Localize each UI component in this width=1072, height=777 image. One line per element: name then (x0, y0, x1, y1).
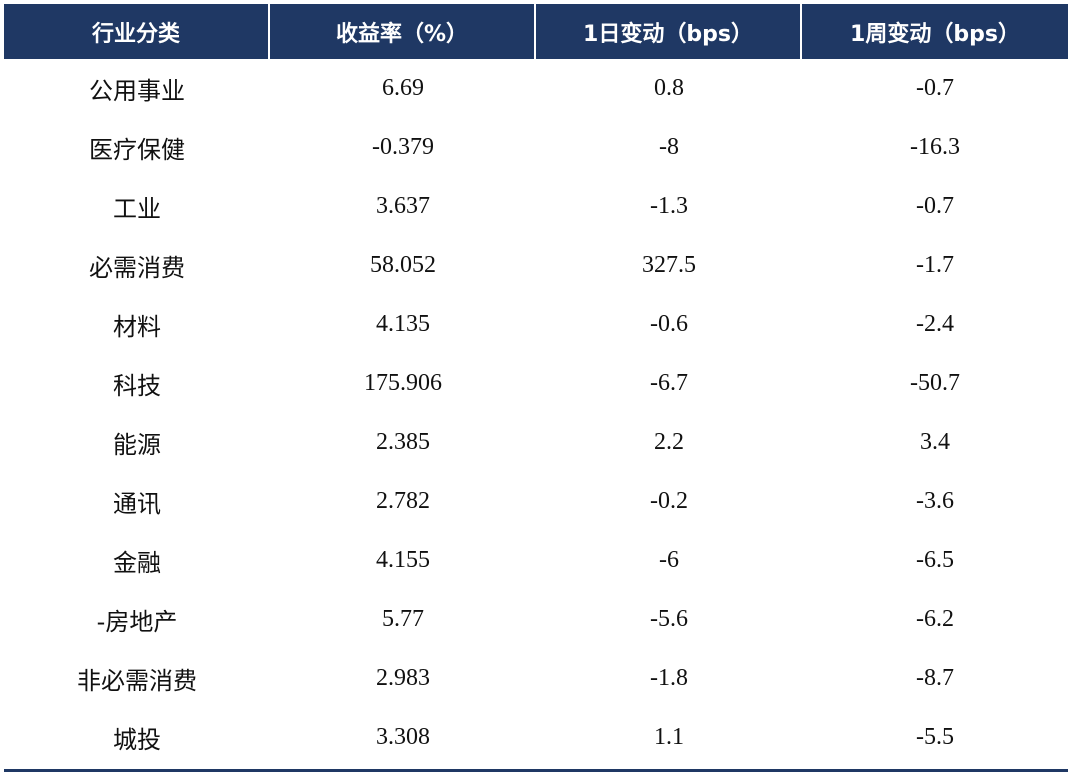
table-row: 公用事业 6.69 0.8 -0.7 (4, 59, 1068, 118)
header-row: 行业分类 收益率（%） 1日变动（bps） 1周变动（bps） (4, 4, 1068, 59)
header-1d-change: 1日变动（bps） (536, 4, 802, 59)
change-1w-cell: -16.3 (910, 134, 960, 160)
yield-cell: 5.77 (382, 606, 424, 632)
yield-cell: 2.385 (376, 429, 430, 455)
change-1d-cell: 1.1 (654, 724, 684, 750)
sector-cell: 能源 (113, 431, 161, 459)
table-row: 科技 175.906 -6.7 -50.7 (4, 354, 1068, 413)
change-1d-cell: -0.6 (650, 311, 688, 337)
change-1d-cell: -1.8 (650, 665, 688, 691)
table-row: 金融 4.155 -6 -6.5 (4, 531, 1068, 590)
change-1w-cell: -0.7 (916, 193, 954, 219)
sector-cell: 公用事业 (89, 77, 185, 105)
change-1d-cell: -6.7 (650, 370, 688, 396)
header-1w-change: 1周变动（bps） (802, 4, 1068, 59)
table-row: 工业 3.637 -1.3 -0.7 (4, 177, 1068, 236)
yield-cell: 2.782 (376, 488, 430, 514)
table-row: 通讯 2.782 -0.2 -3.6 (4, 472, 1068, 531)
sector-cell: 非必需消费 (77, 667, 197, 695)
sector-cell: 工业 (113, 195, 161, 223)
table-row: 城投 3.308 1.1 -5.5 (4, 708, 1068, 767)
change-1d-cell: -8 (659, 134, 679, 160)
change-1w-cell: -2.4 (916, 311, 954, 337)
yield-cell: 3.308 (376, 724, 430, 750)
change-1d-cell: -5.6 (650, 606, 688, 632)
change-1d-cell: -6 (659, 547, 679, 573)
yield-cell: 175.906 (364, 370, 442, 396)
sector-yield-table-container: 行业分类 收益率（%） 1日变动（bps） 1周变动（bps） 公用事业 6.6… (4, 4, 1068, 767)
sector-cell: 科技 (113, 372, 161, 400)
change-1d-cell: 0.8 (654, 75, 684, 101)
yield-cell: 4.155 (376, 547, 430, 573)
change-1w-cell: -6.5 (916, 547, 954, 573)
change-1w-cell: 3.4 (920, 429, 950, 455)
yield-cell: 58.052 (370, 252, 436, 278)
change-1d-cell: 327.5 (642, 252, 696, 278)
yield-cell: 6.69 (382, 75, 424, 101)
table-row: -房地产 5.77 -5.6 -6.2 (4, 590, 1068, 649)
sector-cell: -房地产 (96, 608, 178, 636)
change-1w-cell: -5.5 (916, 724, 954, 750)
change-1w-cell: -1.7 (916, 252, 954, 278)
change-1w-cell: -6.2 (916, 606, 954, 632)
change-1d-cell: -0.2 (650, 488, 688, 514)
sector-cell: 金融 (113, 549, 161, 577)
sector-yield-table: 行业分类 收益率（%） 1日变动（bps） 1周变动（bps） 公用事业 6.6… (4, 4, 1068, 767)
header-yield: 收益率（%） (270, 4, 536, 59)
yield-cell: 4.135 (376, 311, 430, 337)
table-row: 能源 2.385 2.2 3.4 (4, 413, 1068, 472)
change-1w-cell: -0.7 (916, 75, 954, 101)
sector-cell: 通讯 (113, 490, 161, 518)
change-1d-cell: 2.2 (654, 429, 684, 455)
change-1d-cell: -1.3 (650, 193, 688, 219)
header-sector: 行业分类 (4, 4, 270, 59)
sector-cell: 城投 (113, 726, 161, 754)
table-bottom-rule (4, 769, 1068, 772)
sector-cell: 材料 (113, 313, 161, 341)
yield-cell: -0.379 (372, 134, 434, 160)
table-row: 医疗保健 -0.379 -8 -16.3 (4, 118, 1068, 177)
table-row: 必需消费 58.052 327.5 -1.7 (4, 236, 1068, 295)
table-row: 材料 4.135 -0.6 -2.4 (4, 295, 1068, 354)
table-row: 非必需消费 2.983 -1.8 -8.7 (4, 649, 1068, 708)
change-1w-cell: -3.6 (916, 488, 954, 514)
change-1w-cell: -50.7 (910, 370, 960, 396)
sector-cell: 必需消费 (89, 254, 185, 282)
change-1w-cell: -8.7 (916, 665, 954, 691)
yield-cell: 3.637 (376, 193, 430, 219)
yield-cell: 2.983 (376, 665, 430, 691)
table-header: 行业分类 收益率（%） 1日变动（bps） 1周变动（bps） (4, 4, 1068, 59)
sector-cell: 医疗保健 (89, 136, 185, 164)
table-body: 公用事业 6.69 0.8 -0.7 医疗保健 -0.379 -8 -16.3 … (4, 59, 1068, 767)
